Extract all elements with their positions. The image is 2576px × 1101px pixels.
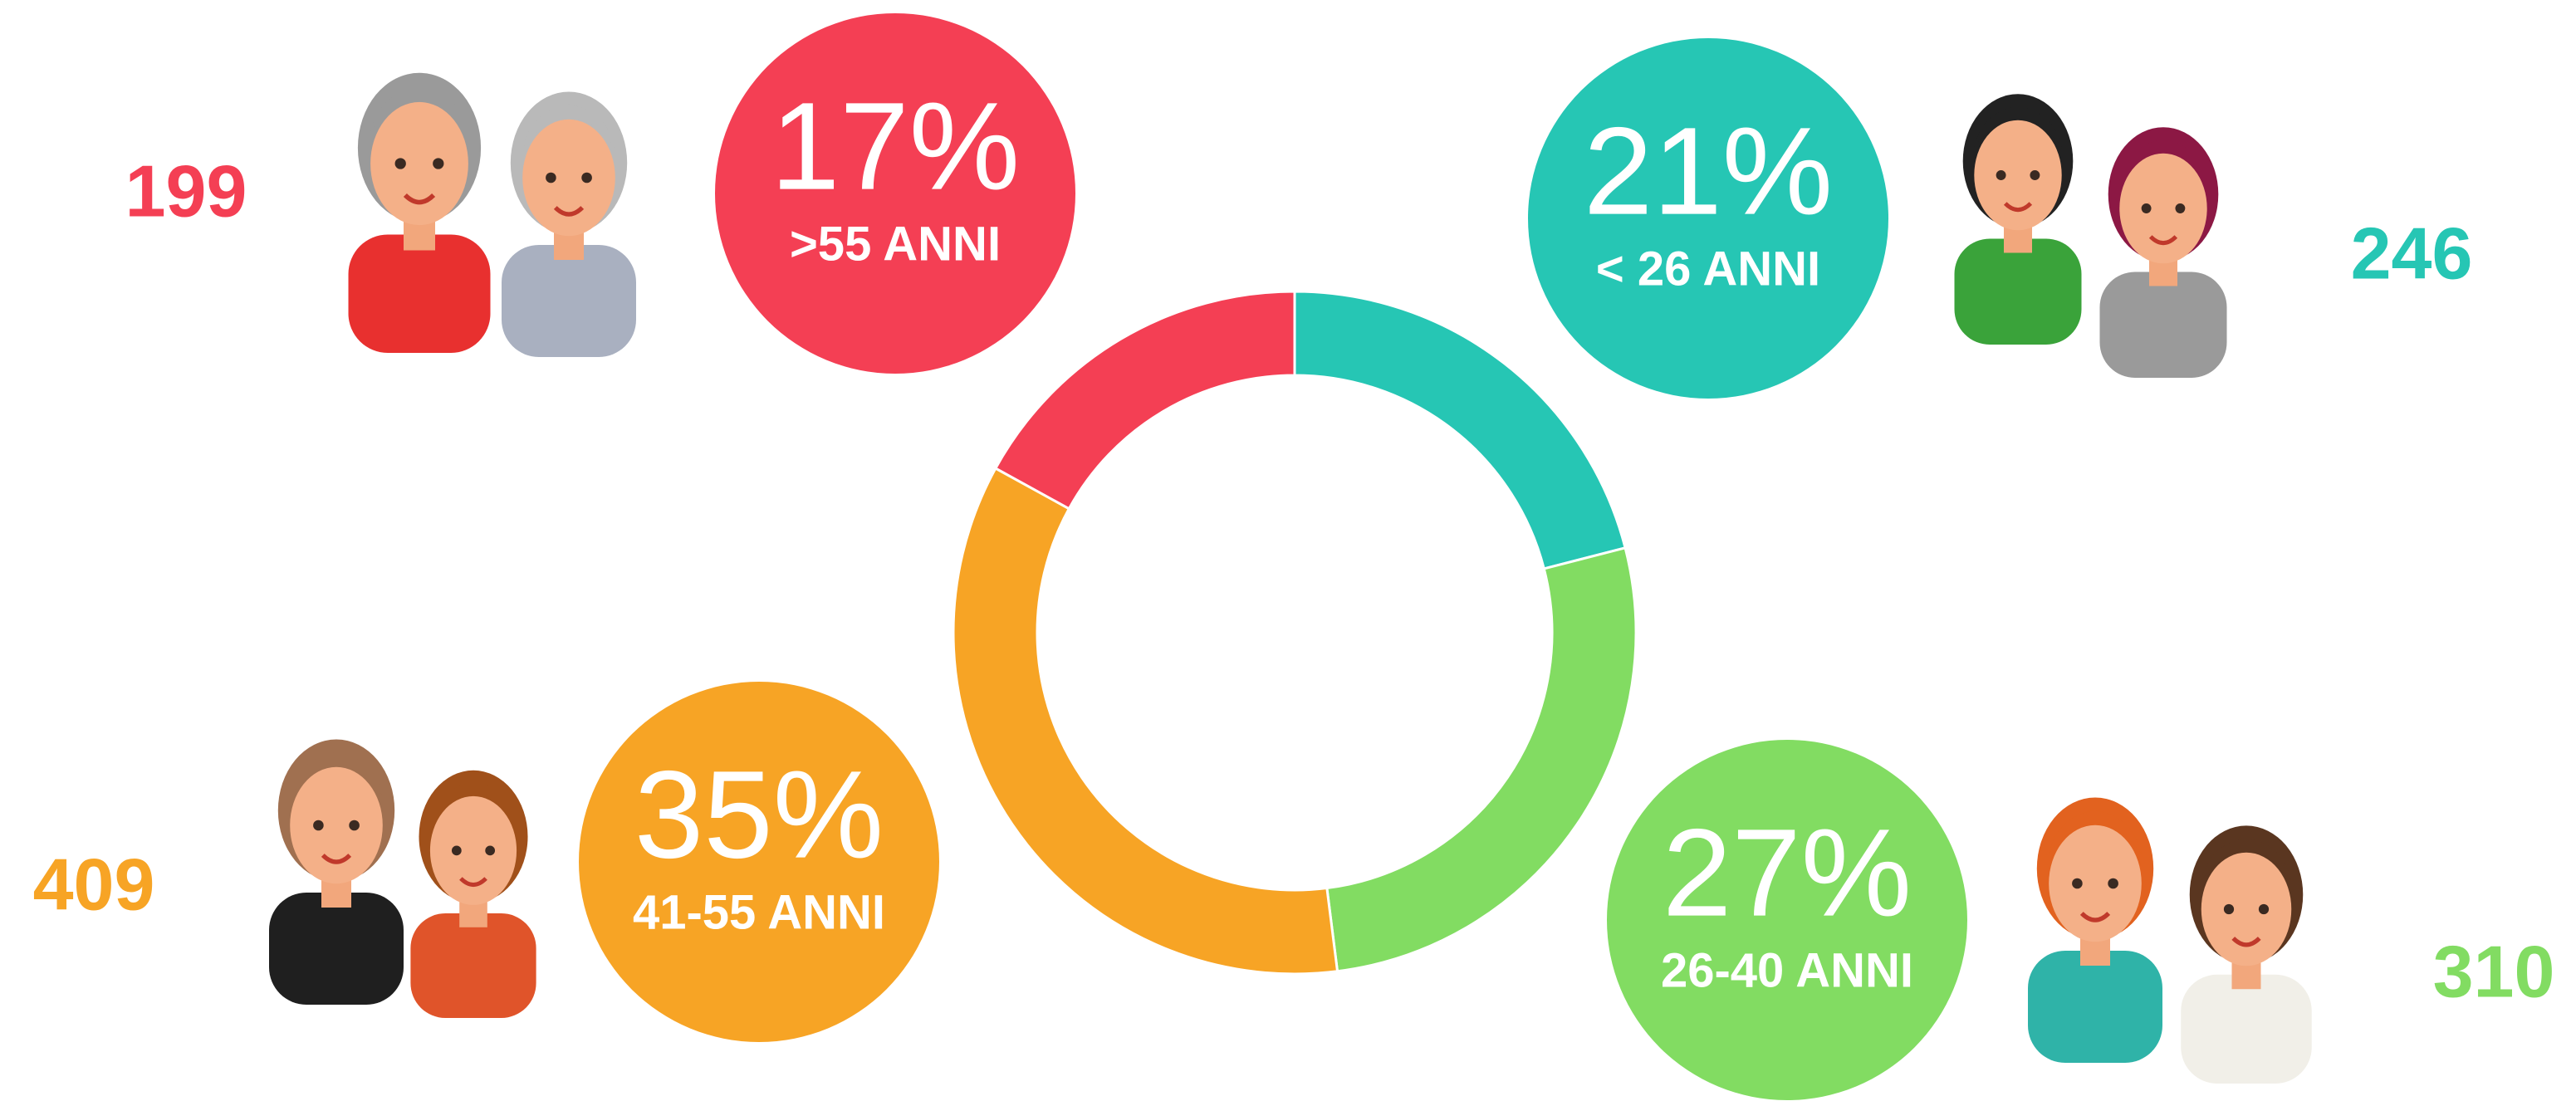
- donut-segment: [953, 468, 1338, 974]
- count-label: 199: [125, 149, 247, 232]
- age-group-label: < 26 ANNI: [1596, 242, 1820, 296]
- count-label: 246: [2351, 212, 2473, 294]
- age-group-label: 41-55 ANNI: [633, 885, 885, 939]
- people-under-26: [1955, 94, 2227, 378]
- people-41-55: [269, 740, 536, 1019]
- percent-label: 17%: [771, 76, 1020, 216]
- percent-label: 21%: [1584, 101, 1833, 241]
- count-label: 409: [33, 843, 155, 925]
- donut-segment: [996, 291, 1295, 509]
- percent-label: 35%: [634, 745, 884, 884]
- percent-label: 27%: [1663, 803, 1912, 942]
- people-26-40: [2028, 798, 2312, 1084]
- age-group-label: 26-40 ANNI: [1661, 943, 1913, 997]
- age-group-label: >55 ANNI: [790, 217, 1001, 271]
- count-label: 310: [2433, 930, 2555, 1012]
- infographic: 21%< 26 ANNI 246 27%26-40 ANNI 310 35%41-55 …: [0, 0, 2576, 1101]
- donut-segment: [1327, 548, 1636, 971]
- people-over-55: [349, 73, 637, 357]
